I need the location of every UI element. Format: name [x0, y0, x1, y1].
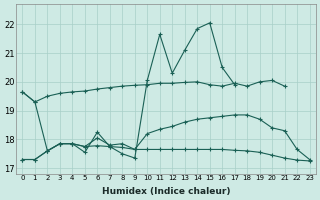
X-axis label: Humidex (Indice chaleur): Humidex (Indice chaleur): [102, 187, 230, 196]
